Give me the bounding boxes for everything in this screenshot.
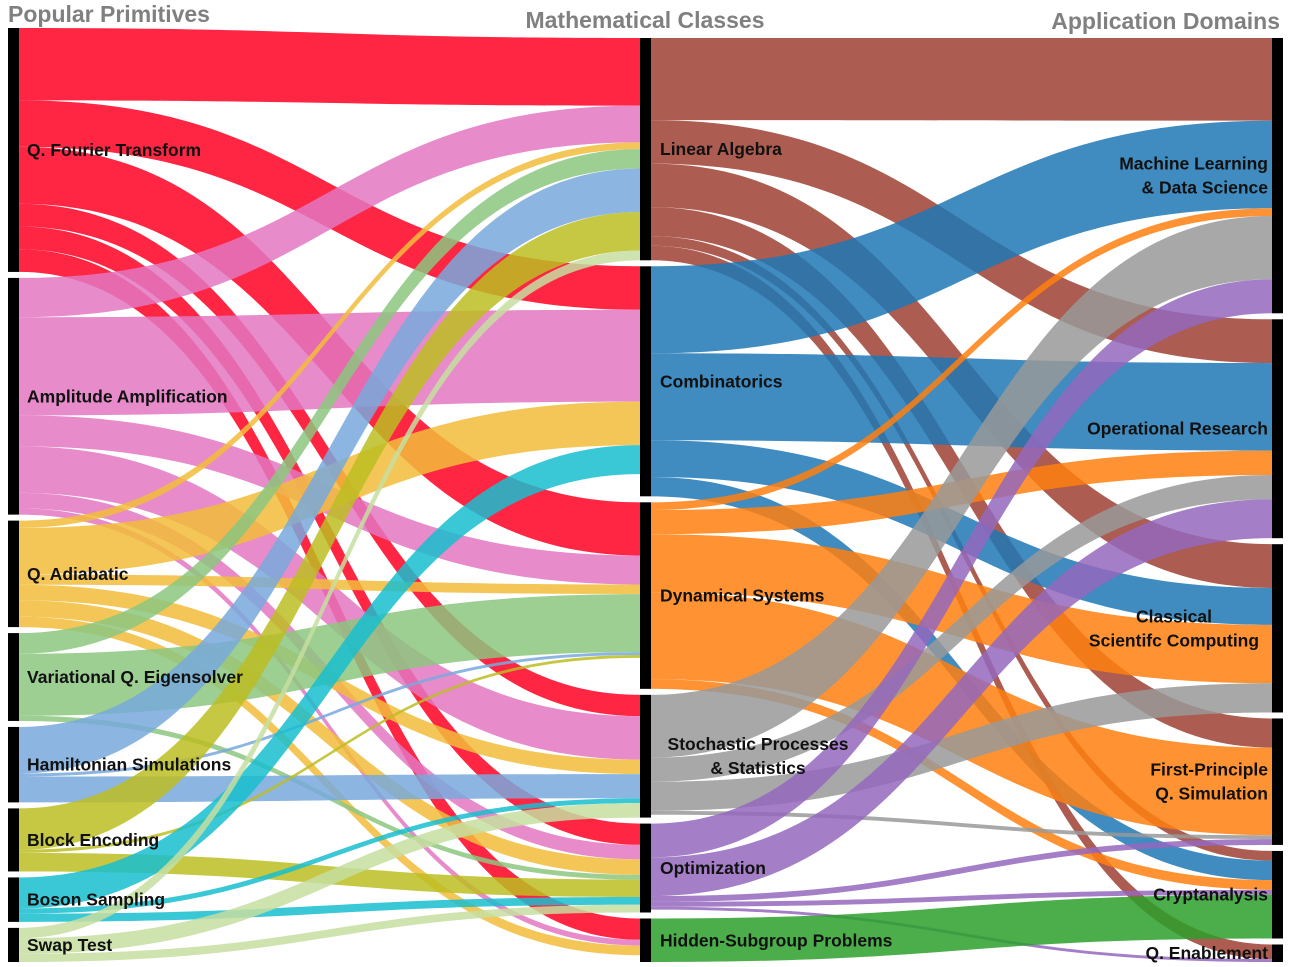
column-title-domains: Application Domains: [1051, 8, 1280, 34]
flow-sp-to-or: [651, 474, 1272, 782]
node-bar-co: [640, 266, 651, 497]
flow-sp-to-fpqs: [651, 810, 1272, 840]
class-label-ds: Dynamical Systems: [660, 586, 825, 606]
flow-co-to-csc: [651, 440, 1272, 625]
domain-label-fpqs: First-Principle Q. Simulation: [1150, 760, 1268, 804]
primitive-label-st: Swap Test: [27, 935, 112, 955]
column-title-primitives: Popular Primitives: [8, 1, 210, 27]
class-label-op: Optimization: [660, 858, 766, 878]
flow-qft-to-la: [19, 28, 640, 106]
node-bar-vqe: [8, 633, 19, 721]
primitive-label-qa: Q. Adiabatic: [27, 564, 129, 584]
flow-aa-to-co: [19, 309, 640, 416]
flow-ds-to-crypt: [651, 679, 1272, 890]
flow-aa-to-hsp: [19, 508, 640, 946]
flow-aa-to-la: [19, 105, 640, 318]
node-bar-ds: [640, 502, 651, 689]
primitive-label-aa: Amplitude Amplification: [27, 386, 228, 406]
node-bars: [8, 28, 1283, 962]
node-bar-fpqs: [1272, 718, 1283, 845]
flow-vqe-to-la: [19, 149, 640, 654]
domain-label-csc: Classical Scientifc Computing: [1089, 606, 1259, 650]
node-bar-sp: [640, 694, 651, 818]
flow-op-to-ml: [651, 279, 1272, 858]
flow-op-to-crypt: [651, 889, 1272, 907]
node-bar-or: [1272, 319, 1283, 539]
node-bar-op: [640, 823, 651, 913]
column-title-classes: Mathematical Classes: [525, 7, 764, 33]
node-bar-ml: [1272, 38, 1283, 314]
primitive-label-be: Block Encoding: [27, 830, 159, 850]
flow-op-to-or: [651, 499, 1272, 897]
node-bar-qe: [1272, 944, 1283, 962]
flow-co-to-ml: [651, 120, 1272, 354]
node-bar-qa: [8, 520, 19, 628]
domain-label-or: Operational Research: [1087, 419, 1268, 439]
primitive-label-bs: Boson Sampling: [27, 890, 165, 910]
domain-label-qe: Q. Enablement: [1145, 943, 1268, 963]
flow-qa-to-la: [19, 142, 640, 528]
node-bar-aa: [8, 277, 19, 515]
node-bar-la: [640, 38, 651, 261]
class-label-la: Linear Algebra: [660, 139, 782, 159]
node-bar-be: [8, 808, 19, 872]
flow-bs-to-co: [19, 445, 640, 909]
links-primitives-to-classes: [19, 28, 640, 962]
node-bar-st: [8, 927, 19, 962]
flow-be-to-la: [19, 211, 640, 850]
node-bar-crypt: [1272, 850, 1283, 939]
domain-label-ml: Machine Learning & Data Science: [1119, 154, 1268, 198]
flow-st-to-sp: [19, 803, 640, 954]
flow-st-to-la: [19, 250, 640, 939]
flow-bs-to-op: [19, 897, 640, 922]
flow-hs-to-la: [19, 168, 640, 774]
flow-st-to-op: [19, 904, 640, 962]
links-classes-to-domains: [651, 38, 1272, 962]
node-bar-hs: [8, 726, 19, 803]
node-labels: Q. Fourier Transform Amplitude Amplificat…: [27, 139, 1268, 963]
flow-qa-to-ds: [19, 574, 640, 595]
flow-sp-to-ml: [651, 216, 1272, 758]
node-bar-qft: [8, 28, 19, 272]
class-label-co: Combinatorics: [660, 371, 783, 391]
flow-ds-to-csc: [651, 534, 1272, 684]
class-label-hsp: Hidden-Subgroup Problems: [660, 930, 893, 950]
primitive-label-hs: Hamiltonian Simulations: [27, 755, 231, 775]
flow-qa-to-op: [19, 600, 640, 875]
flow-op-to-fpqs: [651, 839, 1272, 902]
domain-label-crypt: Cryptanalysis: [1153, 885, 1268, 905]
node-bar-bs: [8, 877, 19, 922]
flow-hs-to-ds: [19, 652, 640, 777]
flow-ds-to-ml: [651, 208, 1272, 511]
flow-hsp-to-crypt: [651, 894, 1272, 962]
flow-la-to-ml: [651, 38, 1272, 121]
class-label-sp: Stochastic Processes & Statistics: [668, 734, 849, 778]
flow-bs-to-sp: [19, 798, 640, 914]
primitive-label-qft: Q. Fourier Transform: [27, 140, 201, 160]
node-bar-hsp: [640, 918, 651, 962]
flow-be-to-ds: [19, 655, 640, 853]
primitive-label-vqe: Variational Q. Eigensolver: [27, 667, 243, 687]
flow-co-to-or: [651, 353, 1272, 451]
flow-aa-to-sp: [19, 446, 640, 760]
node-bar-csc: [1272, 544, 1283, 713]
